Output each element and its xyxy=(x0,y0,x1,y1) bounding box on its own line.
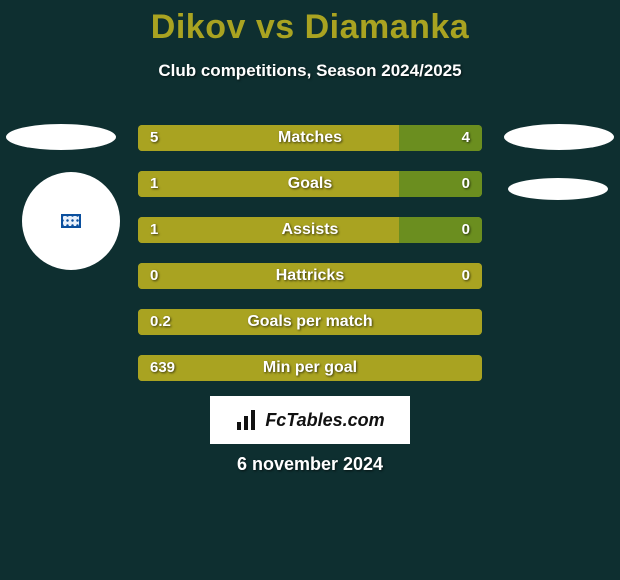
player-right-badge-oval xyxy=(504,124,614,150)
subtitle: Club competitions, Season 2024/2025 xyxy=(0,61,620,81)
stat-row: 10Assists xyxy=(138,217,482,243)
stat-label: Assists xyxy=(138,217,482,243)
stat-label: Hattricks xyxy=(138,263,482,289)
comparison-canvas: Dikov vs Diamanka Club competitions, Sea… xyxy=(0,0,620,580)
stat-row: 10Goals xyxy=(138,171,482,197)
player-left-badge-circle xyxy=(22,172,120,270)
stat-row: 0.2Goals per match xyxy=(138,309,482,335)
stat-label: Matches xyxy=(138,125,482,151)
stat-row: 00Hattricks xyxy=(138,263,482,289)
fctables-logo: FcTables.com xyxy=(210,396,410,444)
generated-date: 6 november 2024 xyxy=(0,454,620,475)
stat-label: Goals xyxy=(138,171,482,197)
player-right-badge-oval-2 xyxy=(508,178,608,200)
logo-text: FcTables.com xyxy=(265,410,384,431)
stat-label: Goals per match xyxy=(138,309,482,335)
flag-icon xyxy=(61,214,81,228)
page-title: Dikov vs Diamanka xyxy=(0,0,620,47)
stat-row: 54Matches xyxy=(138,125,482,151)
stat-bars: 54Matches 10Goals 10Assists 00Hattricks 0.2G… xyxy=(138,125,482,401)
stat-row: 639Min per goal xyxy=(138,355,482,381)
stat-label: Min per goal xyxy=(138,355,482,381)
chart-bars-icon xyxy=(235,408,259,432)
player-left-badge-oval xyxy=(6,124,116,150)
